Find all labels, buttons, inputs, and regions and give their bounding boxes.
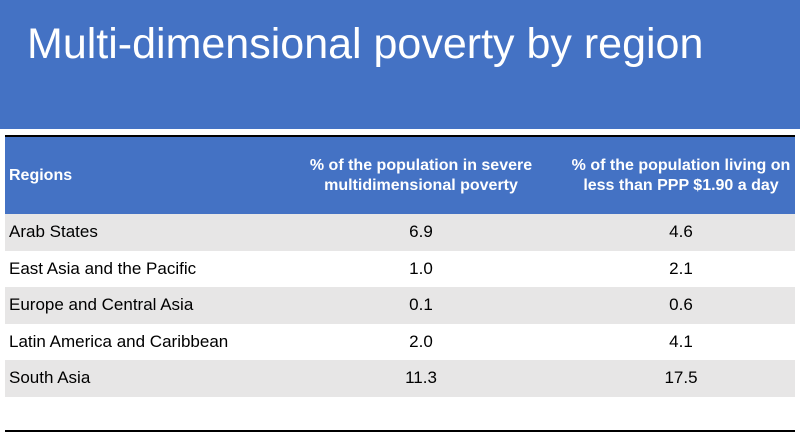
table-row: East Asia and the Pacific 1.0 2.1	[5, 250, 795, 287]
table-header-row: Regions % of the population in severe mu…	[5, 136, 795, 214]
header-regions: Regions	[9, 166, 73, 184]
region-cell: Europe and Central Asia	[9, 295, 194, 315]
ppp-poverty-cell: 4.6	[669, 222, 693, 242]
poverty-table-container: Regions % of the population in severe mu…	[5, 135, 795, 397]
header-severe-multidimensional-poverty: % of the population in severe multidimen…	[309, 156, 533, 194]
table-row: Europe and Central Asia 0.1 0.6	[5, 287, 795, 324]
severe-poverty-cell: 11.3	[405, 368, 437, 388]
poverty-table: Regions % of the population in severe mu…	[5, 135, 795, 397]
ppp-poverty-cell: 17.5	[664, 368, 698, 388]
ppp-poverty-cell: 2.1	[669, 258, 693, 278]
region-cell: East Asia and the Pacific	[9, 258, 197, 278]
region-cell: South Asia	[9, 368, 91, 388]
title-band: Multi-dimensional poverty by region	[0, 0, 800, 129]
ppp-poverty-cell: 0.6	[669, 295, 693, 315]
severe-poverty-cell: 0.1	[409, 295, 433, 315]
ppp-poverty-cell: 4.1	[669, 331, 693, 351]
severe-poverty-cell: 1.0	[409, 258, 433, 278]
table-row: South Asia 11.3 17.5	[5, 360, 795, 397]
region-cell: Arab States	[9, 222, 98, 242]
table-row: Latin America and Caribbean 2.0 4.1	[5, 323, 795, 360]
severe-poverty-cell: 6.9	[409, 222, 433, 242]
header-living-below-ppp: % of the population living on less than …	[571, 156, 791, 194]
table-row: Arab States 6.9 4.6	[5, 214, 795, 251]
table-bottom-rule	[5, 430, 795, 432]
region-cell: Latin America and Caribbean	[9, 331, 229, 351]
slide-title: Multi-dimensional poverty by region	[27, 20, 704, 68]
severe-poverty-cell: 2.0	[409, 331, 433, 351]
